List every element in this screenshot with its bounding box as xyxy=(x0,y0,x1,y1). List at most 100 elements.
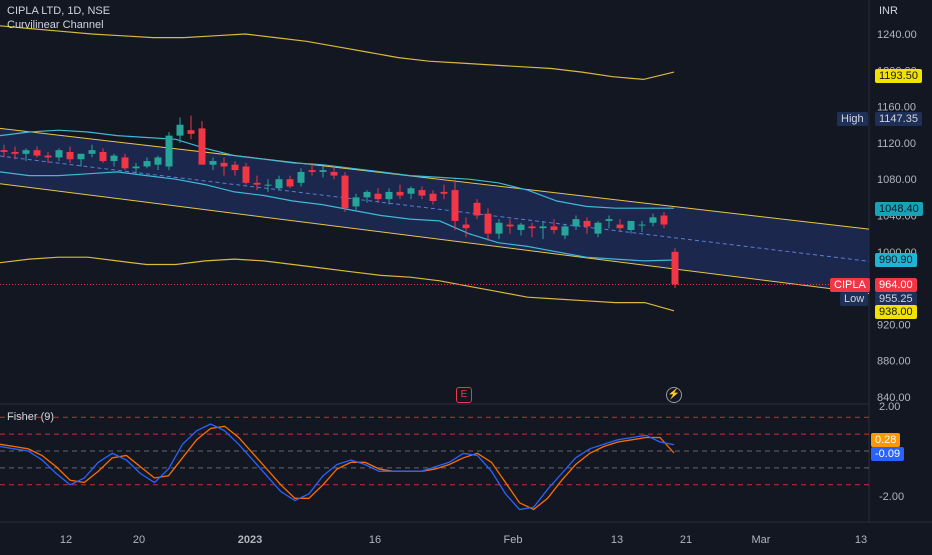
candle xyxy=(407,186,415,200)
candle xyxy=(616,219,624,232)
candle-body xyxy=(88,150,96,154)
candle xyxy=(418,186,426,200)
time-tick-label: 21 xyxy=(680,534,692,546)
candle xyxy=(275,175,283,191)
candle-body xyxy=(572,219,580,227)
candle xyxy=(11,146,19,160)
outer-lower-band xyxy=(0,256,675,312)
candle-body xyxy=(638,224,646,226)
candle xyxy=(539,220,547,240)
candle-body xyxy=(55,150,63,158)
trigger-value-badge: -0.09 xyxy=(871,447,905,461)
candle xyxy=(77,153,85,167)
candle xyxy=(484,208,492,241)
candle xyxy=(462,217,470,238)
candle-body xyxy=(165,135,173,167)
high-value-badge: 1147.35 xyxy=(875,112,922,126)
candle xyxy=(88,144,96,158)
candle xyxy=(363,190,371,203)
candle-body xyxy=(176,124,184,136)
candle-body xyxy=(110,155,118,162)
currency-label: INR xyxy=(879,5,898,17)
candle-body xyxy=(33,150,41,156)
candle xyxy=(286,175,294,189)
candle xyxy=(176,117,184,143)
candle xyxy=(671,248,679,289)
candle-body xyxy=(385,191,393,200)
candle xyxy=(264,179,272,192)
candle xyxy=(22,148,30,162)
candle xyxy=(385,188,393,205)
candle-body xyxy=(154,157,162,165)
lightning-icon[interactable]: ⚡ xyxy=(666,387,682,403)
price-tick-label: 840.00 xyxy=(877,392,911,404)
candle-body xyxy=(649,217,657,223)
channel-lower-line xyxy=(0,183,870,295)
candle-body xyxy=(451,190,459,221)
candle-body xyxy=(220,162,228,167)
outer-upper-band xyxy=(0,25,675,81)
candle xyxy=(121,153,129,171)
low-label-badge: Low xyxy=(840,292,869,306)
inner-upper-band xyxy=(0,129,674,209)
candle xyxy=(528,222,536,238)
candle xyxy=(374,188,382,203)
candle-body xyxy=(319,170,327,172)
candle-body xyxy=(11,151,19,154)
channel-top-badge: 1048.40 xyxy=(875,202,923,216)
fisher-value-badge: 0.28 xyxy=(871,433,901,447)
upper-band-badge: 1193.50 xyxy=(875,69,922,83)
time-tick-label: Mar xyxy=(752,534,771,546)
channel-upper-line xyxy=(0,127,870,230)
candle xyxy=(308,162,316,176)
candle xyxy=(561,224,569,240)
candle-body xyxy=(396,191,404,196)
candle-body xyxy=(264,184,272,186)
candle-body xyxy=(605,219,613,221)
price-tick-label: 1000.00 xyxy=(877,247,917,259)
lower-band-badge: 938.00 xyxy=(875,305,917,319)
candle xyxy=(154,155,162,171)
candle-body xyxy=(484,213,492,234)
candle xyxy=(572,215,580,231)
candle xyxy=(506,219,514,234)
candle xyxy=(0,144,8,158)
candle-body xyxy=(429,193,437,201)
candle xyxy=(44,151,52,163)
candle xyxy=(220,157,228,176)
candle-body xyxy=(539,226,547,229)
candle-body xyxy=(473,202,481,216)
fisher-title[interactable]: Fisher (9) xyxy=(7,411,55,423)
candle xyxy=(165,132,173,171)
candle-body xyxy=(374,193,382,200)
indicator-title[interactable]: Curvilinear Channel xyxy=(7,19,104,31)
inner-lower-band xyxy=(0,171,675,262)
candle-body xyxy=(583,220,591,227)
candle-body xyxy=(44,155,52,158)
candle xyxy=(132,162,140,174)
candle xyxy=(55,148,63,162)
symbol-title[interactable]: CIPLA LTD, 1D, NSE xyxy=(7,5,111,17)
time-tick-label: 20 xyxy=(133,534,145,546)
candle xyxy=(209,157,217,171)
candle-body xyxy=(77,153,85,160)
candle-body xyxy=(198,128,206,165)
candle-body xyxy=(132,166,140,169)
candle-body xyxy=(209,161,217,165)
candle-body xyxy=(330,171,338,176)
candle xyxy=(231,161,239,176)
time-tick-label: 13 xyxy=(611,534,623,546)
candle-body xyxy=(66,151,74,160)
candle xyxy=(242,162,250,185)
candle-body xyxy=(550,226,558,231)
candle xyxy=(649,213,657,227)
candle xyxy=(440,184,448,200)
candle-body xyxy=(363,191,371,198)
candle xyxy=(110,153,118,167)
channel-midline xyxy=(0,155,870,262)
candle xyxy=(187,115,195,140)
candle-body xyxy=(495,222,503,234)
earnings-marker[interactable]: E xyxy=(456,387,472,403)
